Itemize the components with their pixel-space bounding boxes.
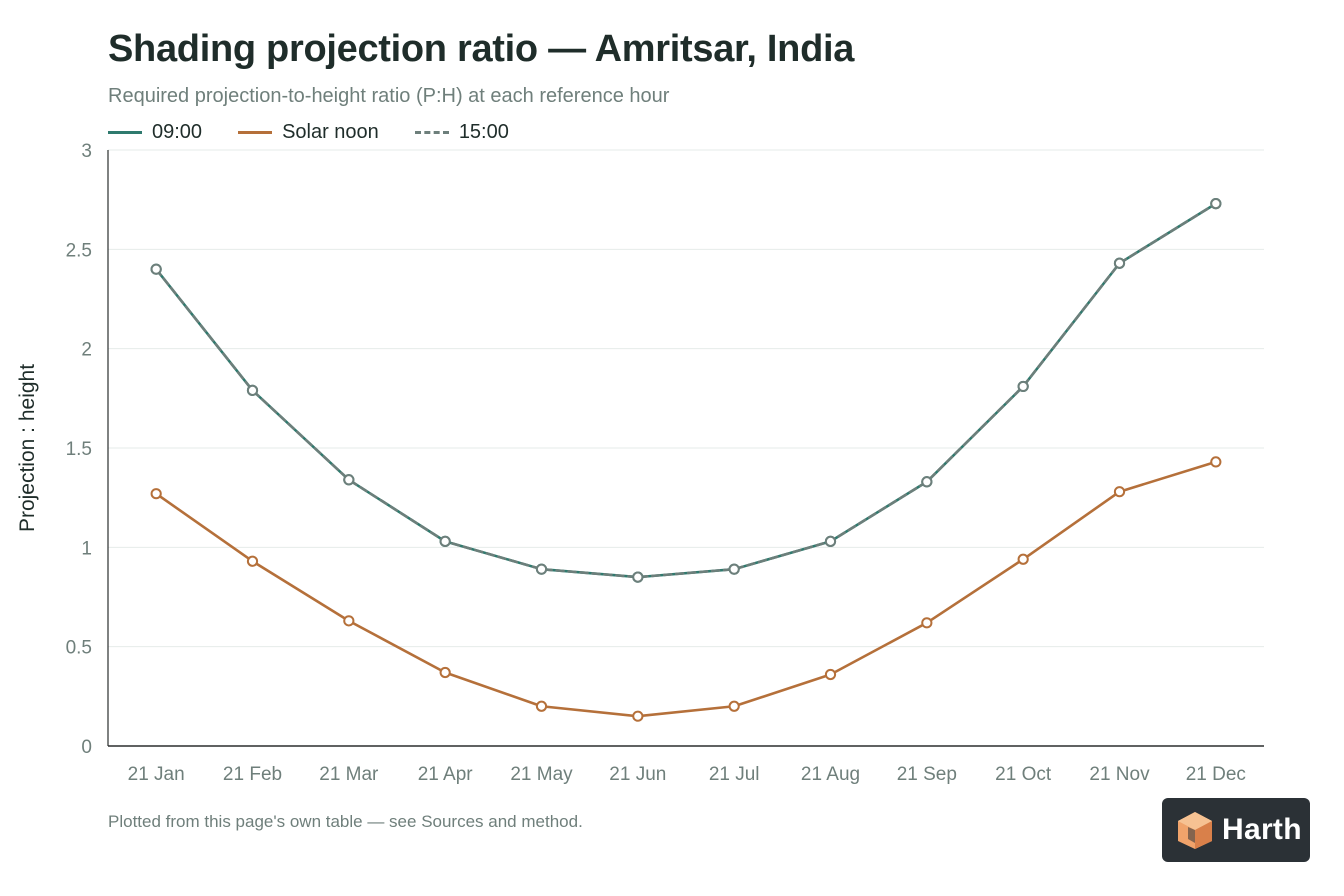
x-tick-label: 21 Nov [1089, 764, 1150, 785]
x-tick-label: 21 Dec [1186, 764, 1246, 785]
legend-item-solar-noon: Solar noon [238, 121, 379, 144]
legend-swatch-solar-noon [238, 130, 273, 134]
series-line-15-00 [154, 202, 1218, 579]
y-tick-label: 1.5 [66, 439, 92, 460]
data-point-15-00 [343, 474, 355, 486]
legend-item-0900: 09:00 [108, 121, 202, 144]
data-point-solar-noon [1210, 456, 1222, 468]
y-tick-label: 0 [81, 737, 92, 758]
data-point-15-00 [632, 571, 644, 583]
data-point-solar-noon [1017, 553, 1029, 565]
data-point-15-00 [246, 384, 259, 396]
x-tick-label: 21 Jun [609, 764, 666, 785]
data-point-solar-noon [1113, 486, 1126, 498]
x-tick-label: 21 Sep [897, 764, 957, 785]
data-point-15-00 [535, 563, 548, 575]
data-point-solar-noon [921, 617, 933, 629]
legend-swatch-1500 [414, 130, 449, 134]
data-point-solar-noon [246, 555, 259, 567]
x-tick-label: 21 Feb [223, 764, 282, 785]
y-tick-label: 1 [81, 538, 92, 559]
series-line-09-00 [154, 202, 1218, 579]
line-chart: 0 0.5 1 1.5 2 2.5 3 21 Jan 21 Feb 21 Mar 21 Apr 21 … [16, 141, 1264, 785]
data-point-15-00 [150, 263, 162, 275]
data-point-solar-noon [343, 615, 355, 627]
y-tick-label: 0.5 [66, 638, 92, 659]
legend-label-1500: 15:00 [458, 120, 509, 143]
data-point-15-00 [1017, 380, 1029, 393]
data-point-solar-noon [439, 666, 451, 679]
y-tick-label: 2 [81, 340, 92, 361]
data-point-15-00 [921, 476, 933, 488]
data-point-15-00 [1210, 198, 1222, 210]
chart-subtitle: Required projection-to-height ratio (P:H… [108, 85, 670, 107]
legend-swatch-0900 [108, 130, 142, 134]
data-point-solar-noon [150, 488, 162, 500]
data-point-15-00 [728, 563, 740, 575]
x-tick-label: 21 Oct [995, 764, 1052, 785]
data-point-solar-noon [728, 700, 740, 712]
data-point-solar-noon [824, 668, 837, 681]
x-tick-label: 21 Mar [319, 764, 379, 785]
y-tick-label: 3 [81, 141, 92, 162]
x-tick-label: 21 Jul [709, 764, 760, 785]
x-tick-label: 21 Aug [801, 764, 860, 785]
legend-label-solar-noon: Solar noon [282, 120, 379, 143]
y-axis-label: Projection : height [16, 364, 39, 532]
logo-text: Harth [1222, 813, 1302, 846]
chart-footnote: Plotted from this page's own table — see… [108, 812, 583, 831]
x-tick-label: 21 Apr [418, 764, 474, 785]
legend-item-1500: 15:00 [414, 120, 509, 144]
data-point-solar-noon [535, 700, 548, 712]
y-tick-label: 2.5 [66, 240, 92, 261]
chart-title: Shading projection ratio — Amritsar, Ind… [108, 28, 855, 70]
x-tick-label: 21 May [510, 764, 573, 785]
x-tick-label: 21 Jan [128, 764, 185, 785]
data-point-15-00 [1113, 257, 1126, 269]
cube-logo-icon [1178, 812, 1212, 849]
chart-legend: 09:00 Solar noon 15:00 [108, 119, 545, 145]
harth-logo-badge[interactable]: Harth [1162, 798, 1310, 862]
legend-label-0900: 09:00 [152, 120, 203, 143]
data-point-15-00 [824, 535, 837, 547]
data-point-15-00 [439, 535, 451, 547]
series-line-solar-noon [154, 460, 1218, 718]
data-point-solar-noon [632, 710, 644, 722]
